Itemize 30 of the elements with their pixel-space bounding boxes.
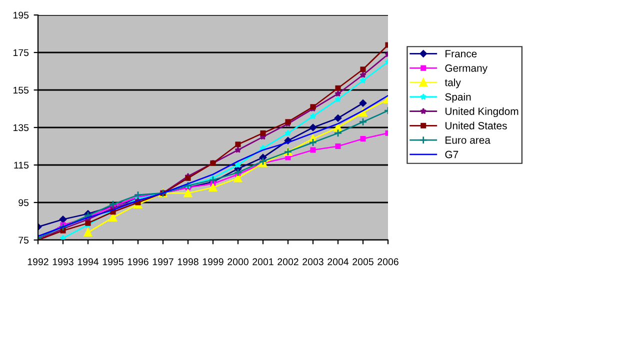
x-tick-label: 1993 bbox=[52, 258, 74, 266]
y-tick-label: 175 bbox=[13, 49, 29, 56]
x-tick-label: 1998 bbox=[178, 258, 198, 266]
y-tick-label: 135 bbox=[13, 124, 29, 132]
legend-label: taly bbox=[444, 78, 461, 88]
x-tick-label: 2003 bbox=[302, 258, 324, 266]
legend-label: G7 bbox=[445, 150, 458, 158]
y-tick-label: 75 bbox=[18, 236, 29, 244]
x-tick-label: 1999 bbox=[202, 258, 224, 266]
x-tick-label: 2000 bbox=[228, 258, 248, 266]
y-tick-label: 95 bbox=[18, 199, 29, 206]
legend-label: United States bbox=[446, 122, 507, 130]
x-tick-label: 2002 bbox=[278, 258, 298, 266]
x-tick-label: 2004 bbox=[328, 258, 349, 266]
legend-label: Spain bbox=[445, 92, 471, 103]
x-tick-label: 2006 bbox=[378, 258, 398, 266]
legend-label: United Kingdom bbox=[446, 107, 518, 118]
x-tick-label: 1995 bbox=[102, 258, 124, 266]
x-tick-label: 1996 bbox=[128, 258, 148, 266]
legend-label: Germany bbox=[445, 64, 488, 74]
y-tick-label: 195 bbox=[13, 12, 29, 19]
x-tick-label: 2001 bbox=[252, 258, 274, 266]
x-tick-label: 1992 bbox=[28, 258, 48, 266]
x-tick-label: 2005 bbox=[352, 258, 374, 266]
x-tick-label: 1997 bbox=[152, 258, 174, 266]
y-tick-label: 115 bbox=[14, 162, 29, 169]
x-tick-label: 1994 bbox=[78, 258, 99, 266]
y-tick-label: 155 bbox=[13, 86, 29, 94]
legend-label: France bbox=[446, 50, 477, 58]
legend-label: Euro area bbox=[446, 136, 490, 144]
